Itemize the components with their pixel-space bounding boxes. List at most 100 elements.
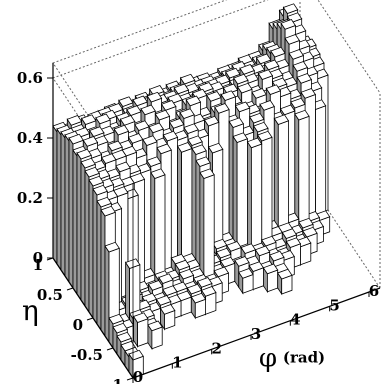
bar-top-face [176, 142, 193, 153]
y-tick-mark [86, 317, 94, 321]
x-tick-label: 4 [290, 311, 300, 329]
bar-top-face [237, 82, 253, 94]
bar-top-face [238, 268, 254, 279]
bar-top-face [146, 91, 163, 103]
bar-top-face [162, 130, 179, 142]
bar-top-face [128, 349, 144, 361]
bar [150, 168, 166, 297]
bar-top-face [154, 109, 171, 121]
bar-top-face [226, 241, 242, 252]
bar-top-face [213, 266, 230, 278]
bar-top-face [207, 142, 224, 154]
bar-top-face [148, 122, 164, 134]
bar-top-face [118, 96, 134, 107]
bar-top-face [196, 277, 213, 288]
bar-front-face [137, 318, 149, 348]
bar-side-face [56, 127, 62, 272]
bar-top-face [140, 104, 156, 116]
bar-top-face [261, 235, 277, 247]
x-axis-unit: (rad) [283, 349, 325, 367]
bar-top-face [251, 88, 267, 99]
x-tick-label: 0 [133, 368, 143, 384]
bar-top-face [284, 34, 301, 45]
bar-top-face [179, 73, 196, 85]
y-tick-label: -1 [106, 376, 123, 384]
bar-top-face [147, 320, 163, 332]
bar-top-face [292, 61, 309, 72]
bar-top-face [239, 64, 255, 75]
bar-side-face [88, 178, 94, 320]
bar-top-face [259, 100, 275, 111]
bar-top-face [100, 153, 117, 164]
bar-top-face [206, 91, 222, 102]
bar-top-face [107, 140, 123, 152]
x-tick-label: 1 [172, 354, 182, 372]
bar-top-face [173, 83, 190, 95]
bar-top-face [100, 205, 116, 217]
bar-top-face [253, 121, 269, 133]
bar-top-face [257, 130, 273, 142]
bar-top-face [116, 331, 132, 343]
bar [277, 268, 293, 296]
y-tick-mark [106, 347, 114, 351]
bar [132, 312, 149, 348]
bar-top-face [273, 114, 290, 125]
bar-top-face [174, 259, 191, 271]
bar-top-face [160, 100, 177, 111]
bar-top-face [76, 148, 92, 160]
bar-top-face [112, 322, 128, 334]
bar-top-face [214, 103, 230, 114]
bar-top-face [187, 135, 203, 146]
bar-side-face [80, 160, 86, 308]
phi-axis-line [132, 287, 381, 379]
bar-top-face [119, 115, 136, 126]
bar-top-face [257, 69, 274, 80]
z-tick-label: 0.6 [17, 69, 43, 87]
bar-top-face [148, 85, 165, 96]
bar-top-face [240, 243, 257, 254]
bar-top-face [222, 83, 239, 95]
bar [147, 320, 163, 351]
bar-top-face [232, 132, 249, 143]
bar-top-face [82, 136, 99, 147]
z-tick-label: 0.4 [17, 129, 43, 147]
bar-side-face [60, 130, 66, 278]
z-tick-label: 0.2 [17, 189, 43, 207]
bar-side-face [76, 151, 82, 302]
bar-top-face [270, 46, 286, 58]
bar-top-face [190, 292, 207, 304]
bar-top-face [147, 280, 164, 291]
y-tick-label: 0.5 [37, 286, 63, 304]
bar-top-face [132, 95, 148, 107]
bar-top-face [279, 104, 296, 116]
bar-top-face [158, 273, 174, 284]
bar-top-face [219, 256, 236, 268]
bar-top-face [300, 88, 317, 99]
bar [232, 132, 249, 267]
bar-top-face [150, 168, 166, 179]
bar [262, 263, 279, 294]
bar-top-face [215, 247, 232, 259]
bar-side-face [100, 208, 106, 338]
bar-top-face [294, 109, 310, 121]
bar-top-face [199, 168, 215, 179]
bars-layer [52, 3, 331, 380]
bar [199, 168, 215, 294]
bar-top-face [104, 241, 120, 253]
bar-top-face [233, 73, 249, 85]
bar-top-face [203, 115, 220, 127]
bar-top-face [108, 313, 124, 325]
bar-top-face [88, 126, 105, 137]
x-tick-label: 3 [251, 325, 261, 343]
bar-top-face [168, 118, 185, 129]
y-tick-label: 1 [33, 256, 43, 274]
bar-top-face [178, 268, 195, 280]
bar-top-face [80, 157, 96, 169]
bar-top-face [113, 124, 130, 136]
y-tick-mark [66, 287, 74, 291]
bar-top-face [255, 53, 272, 65]
bar-top-face [269, 250, 285, 262]
bar-top-face [288, 49, 305, 60]
bar-top-face [159, 304, 176, 315]
